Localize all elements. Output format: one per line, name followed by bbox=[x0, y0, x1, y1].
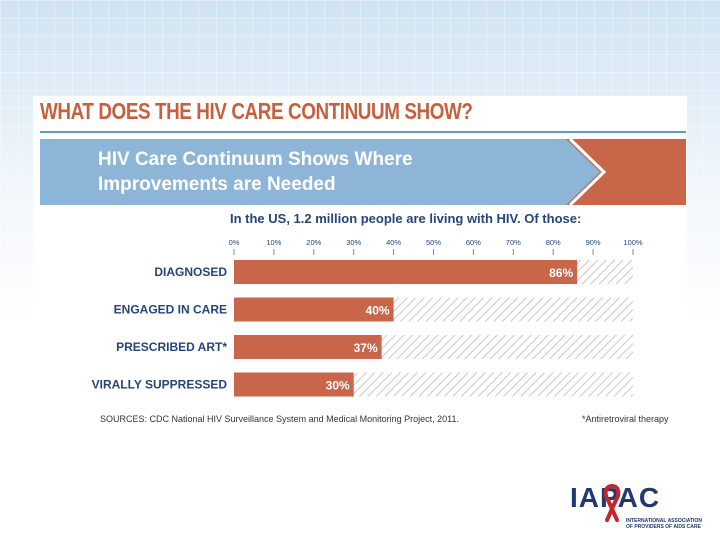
page-title: WHAT DOES THE HIV CARE CONTINUUM SHOW? bbox=[40, 98, 473, 124]
red-ribbon-icon bbox=[603, 484, 621, 522]
category-label: DIAGNOSED bbox=[154, 265, 227, 279]
category-label: VIRALLY SUPPRESSED bbox=[92, 378, 228, 392]
banner-line-2: Improvements are Needed bbox=[98, 174, 336, 195]
bar bbox=[234, 260, 578, 284]
bar-value-label: 86% bbox=[549, 266, 573, 280]
x-tick-label: 80% bbox=[546, 238, 561, 247]
logo-subtitle-line-2: OF PROVIDERS OF AIDS CARE bbox=[626, 524, 701, 530]
banner-chevron bbox=[568, 137, 607, 207]
x-tick-label: 10% bbox=[266, 238, 281, 247]
banner-shape: HIV Care Continuum Shows Where Improveme… bbox=[40, 137, 686, 207]
bar-value-label: 37% bbox=[354, 341, 378, 355]
x-tick-label: 90% bbox=[586, 238, 601, 247]
bar bbox=[234, 372, 354, 397]
x-tick-label: 0% bbox=[229, 238, 240, 247]
x-tick-label: 100% bbox=[623, 238, 643, 247]
bar bbox=[234, 335, 382, 359]
bar-value-label: 40% bbox=[366, 304, 390, 318]
x-tick-label: 70% bbox=[506, 238, 521, 247]
category-label: PRESCRIBED ART* bbox=[116, 340, 227, 354]
banner-line-1: HIV Care Continuum Shows Where bbox=[98, 149, 413, 170]
logo-subtitle-line-1: INTERNATIONAL ASSOCIATION bbox=[626, 518, 702, 524]
chart-subtitle: In the US, 1.2 million people are living… bbox=[230, 211, 582, 226]
bar bbox=[234, 297, 394, 322]
iapac-logo: IAPAC INTERNATIONAL ASSOCIATION OF PROVI… bbox=[570, 482, 702, 532]
banner: HIV Care Continuum Shows Where Improveme… bbox=[40, 137, 686, 207]
title-divider bbox=[40, 131, 686, 133]
sources-note: SOURCES: CDC National HIV Surveillance S… bbox=[100, 414, 459, 424]
x-tick-label: 20% bbox=[306, 238, 321, 247]
footnote: *Antiretroviral therapy bbox=[582, 414, 669, 424]
logo-subtitle: INTERNATIONAL ASSOCIATION OF PROVIDERS O… bbox=[626, 518, 702, 530]
x-tick-label: 40% bbox=[386, 238, 401, 247]
x-tick-label: 30% bbox=[346, 238, 361, 247]
category-label: ENGAGED IN CARE bbox=[114, 303, 227, 317]
x-tick-label: 50% bbox=[426, 238, 441, 247]
bar-value-label: 30% bbox=[326, 379, 350, 393]
banner-blue-arrow bbox=[40, 139, 600, 205]
x-tick-label: 60% bbox=[466, 238, 481, 247]
